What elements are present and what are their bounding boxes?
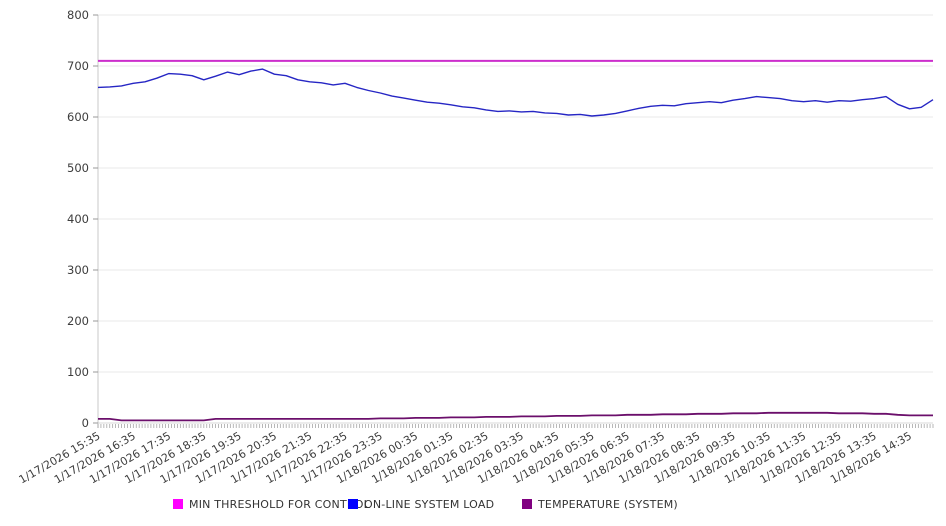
y-tick-label: 300	[67, 263, 89, 277]
legend-swatch-min-threshold	[173, 499, 183, 509]
y-tick-label: 100	[67, 365, 89, 379]
y-tick-label: 200	[67, 314, 89, 328]
y-tick-label: 800	[67, 8, 89, 22]
legend-label-min-threshold: MIN THRESHOLD FOR CONTROL	[189, 497, 370, 511]
legend-swatch-system-load	[348, 499, 358, 509]
y-tick-label: 500	[67, 161, 89, 175]
x-minor-ticks	[97, 424, 934, 428]
legend-label-system-load: ON-LINE SYSTEM LOAD	[364, 497, 495, 511]
legend: MIN THRESHOLD FOR CONTROL ON-LINE SYSTEM…	[0, 497, 946, 515]
series-temperature-system-	[98, 411, 933, 422]
y-tick-label: 700	[67, 59, 89, 73]
y-gridlines	[98, 14, 933, 424]
legend-item-temperature: TEMPERATURE (SYSTEM)	[522, 497, 678, 511]
y-tick-label: 400	[67, 212, 89, 226]
legend-item-system-load: ON-LINE SYSTEM LOAD	[348, 497, 494, 511]
y-tick-label: 0	[82, 416, 89, 430]
y-tick-label: 600	[67, 110, 89, 124]
y-axis: 0 100 200 300 400 500 600 700 800	[67, 8, 99, 430]
legend-swatch-temperature	[522, 499, 532, 509]
legend-item-min-threshold: MIN THRESHOLD FOR CONTROL	[173, 497, 370, 511]
legend-label-temperature: TEMPERATURE (SYSTEM)	[538, 497, 678, 511]
series-on-line-system-load	[97, 68, 934, 117]
x-axis-labels: 1/17/2026 15:351/17/2026 16:351/17/2026 …	[17, 429, 914, 486]
